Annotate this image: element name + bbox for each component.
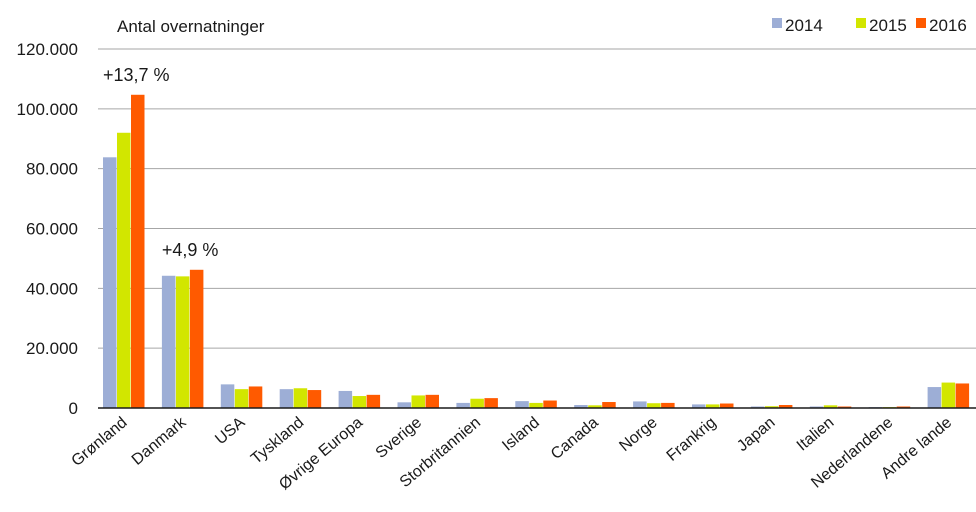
legend-swatch-2014 <box>772 18 782 28</box>
bar-2015 <box>117 132 131 408</box>
y-tick-label: 40.000 <box>26 279 78 298</box>
bar-2014 <box>515 401 529 408</box>
bar-2016 <box>425 394 439 408</box>
bar-2014 <box>927 387 942 408</box>
bar-2016 <box>484 398 498 408</box>
gridlines <box>98 48 976 349</box>
legend-label: 2016 <box>929 16 967 35</box>
bar-2016 <box>543 400 557 408</box>
bar-2014 <box>103 157 117 408</box>
x-tick-label: Sverige <box>373 414 426 462</box>
y-tick-label: 0 <box>69 399 78 418</box>
y-tick-label: 100.000 <box>17 100 78 119</box>
legend-label: 2015 <box>869 16 907 35</box>
bar-2016 <box>778 405 793 408</box>
bar-2016 <box>131 94 145 409</box>
y-axis-title: Antal overnatninger <box>117 17 265 36</box>
bar-2015 <box>470 398 484 408</box>
bar-2016 <box>602 402 616 408</box>
y-tick-labels: 0 20.000 40.000 60.000 80.000 100.000 120.000 <box>17 40 78 418</box>
bar-2015 <box>823 405 838 408</box>
bar-2015 <box>647 403 661 408</box>
y-tick-label: 20.000 <box>26 339 78 358</box>
bar-2014 <box>397 402 411 408</box>
x-tick-label: Frankrig <box>664 414 720 465</box>
bar-2016 <box>955 383 970 408</box>
y-tick-label: 80.000 <box>26 160 78 179</box>
bar-2014 <box>338 390 353 408</box>
x-tick-label: Italien <box>794 414 838 454</box>
x-tick-label: Norge <box>616 414 660 455</box>
bar-2015 <box>411 395 425 408</box>
x-tick-label: Canada <box>548 414 602 463</box>
bar-2015 <box>352 396 367 408</box>
x-tick-label: Japan <box>734 414 778 455</box>
x-tick-label: Grønland <box>69 414 131 470</box>
x-tick-label: Island <box>499 414 543 454</box>
annotation-label: +13,7 % <box>103 65 170 85</box>
legend-label: 2014 <box>785 16 823 35</box>
bar-2016 <box>189 269 204 408</box>
x-tick-label: Tyskland <box>248 414 307 468</box>
x-tick-label: USA <box>212 414 248 448</box>
bar-2016 <box>307 390 322 408</box>
bar-2014 <box>279 389 294 408</box>
bar-2015 <box>941 382 956 408</box>
x-tick-label: Danmark <box>129 413 190 468</box>
bar-2015 <box>293 388 308 408</box>
bar-2015 <box>706 404 720 408</box>
bar-2016 <box>720 403 734 408</box>
bar-2014 <box>161 275 176 408</box>
bar-2015 <box>175 276 190 408</box>
legend: 2014 2015 2016 <box>772 16 967 35</box>
annotation-label: +4,9 % <box>162 240 219 260</box>
bar-2014 <box>692 404 706 408</box>
bar-2015 <box>588 405 602 408</box>
bar-2014 <box>456 402 470 408</box>
legend-swatch-2015 <box>856 18 866 28</box>
bar-2016 <box>661 402 675 408</box>
bar-2014 <box>220 384 235 408</box>
bar-2014 <box>633 401 647 408</box>
bar-2015 <box>234 389 249 408</box>
bar-2015 <box>529 402 543 408</box>
bar-2016 <box>366 394 381 408</box>
bar-2014 <box>574 405 588 408</box>
bars <box>103 94 970 409</box>
annotations: +13,7 % +4,9 % <box>103 65 218 260</box>
legend-swatch-2016 <box>916 18 926 28</box>
bar-2016 <box>248 386 263 408</box>
bar-2015 <box>764 406 779 408</box>
y-tick-label: 120.000 <box>17 40 78 59</box>
y-tick-label: 60.000 <box>26 220 78 239</box>
